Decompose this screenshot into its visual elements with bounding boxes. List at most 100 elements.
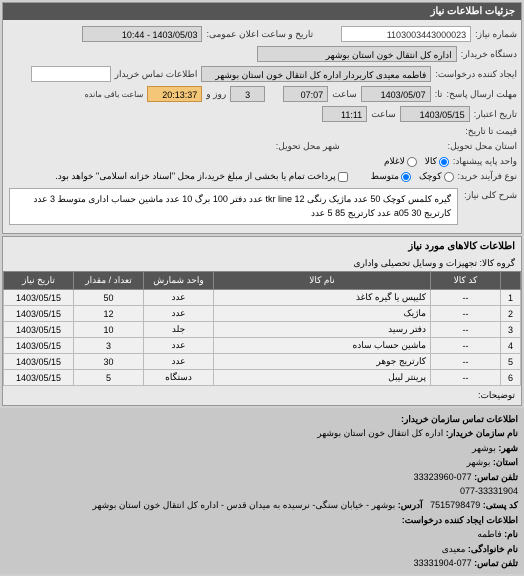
- table-cell: --: [431, 290, 501, 306]
- table-header-row: کد کالا نام کالا واحد شمارش تعداد / مقدا…: [4, 272, 521, 290]
- time-label-2: ساعت: [371, 109, 396, 120]
- doc-small-label: کوچک: [419, 171, 442, 182]
- doc-medium-input[interactable]: [401, 172, 411, 182]
- table-cell: 10: [74, 322, 144, 338]
- table-row: 5--کارتریج جوهرعدد301403/05/15: [4, 354, 521, 370]
- address-value: بوشهر - خیابان سنگی- نرسیده به میدان قدس…: [93, 500, 396, 510]
- table-cell: جلد: [144, 322, 214, 338]
- address-label: آدرس:: [398, 500, 423, 510]
- table-cell: 1403/05/15: [4, 306, 74, 322]
- days-label: روز و: [206, 89, 226, 100]
- unit-type-label: واحد پایه پیشنهاد:: [453, 156, 517, 167]
- table-cell: --: [431, 354, 501, 370]
- req-number-label: شماره نیاز:: [475, 29, 517, 40]
- table-cell: دستگاه: [144, 370, 214, 386]
- col-idx: [501, 272, 521, 290]
- keywords-label: شرح کلی نیاز:: [464, 186, 517, 201]
- col-unit: واحد شمارش: [144, 272, 214, 290]
- table-cell: 2: [501, 306, 521, 322]
- table-cell: 3: [501, 322, 521, 338]
- table-cell: ماژیک: [214, 306, 431, 322]
- req-number-field: 1103003443000023: [341, 26, 471, 42]
- table-row: 2--ماژیکعدد121403/05/15: [4, 306, 521, 322]
- name-value: فاطمه: [477, 529, 501, 539]
- state-value: بوشهر: [467, 457, 491, 467]
- pay-note-label: پرداخت تمام یا بخشی از مبلغ خرید،از محل …: [55, 171, 335, 182]
- goods-panel: اطلاعات کالاهای مورد نیاز گروه کالا: تجه…: [2, 236, 522, 406]
- announce-date-label: تاریخ و ساعت اعلان عمومی:: [206, 29, 313, 40]
- details-panel: جزئیات اطلاعات نیاز شماره نیاز: 11030034…: [2, 2, 522, 234]
- table-cell: 1403/05/15: [4, 338, 74, 354]
- doc-small-input[interactable]: [444, 172, 454, 182]
- contact-label: اطلاعات تماس خریدار: [115, 69, 198, 80]
- pay-note-input[interactable]: [338, 172, 348, 182]
- table-row: 4--ماشین حساب سادهعدد31403/05/15: [4, 338, 521, 354]
- table-cell: 5: [501, 354, 521, 370]
- price-label: قیمت تا تاریخ:: [465, 126, 517, 137]
- table-cell: 1403/05/15: [4, 322, 74, 338]
- org-label: نام سازمان خریدار:: [446, 428, 518, 438]
- table-cell: 1403/05/15: [4, 354, 74, 370]
- until-label: تا:: [435, 89, 443, 100]
- phone3-label: تلفن تماس:: [474, 558, 518, 568]
- creator-field: فاطمه معیدی کاربردار اداره کل انتقال خون…: [201, 66, 431, 82]
- table-cell: کارتریج جوهر: [214, 354, 431, 370]
- goods-group-label: گروه کالا:: [480, 258, 515, 268]
- col-date: تاریخ نیاز: [4, 272, 74, 290]
- time-label-1: ساعت: [332, 89, 357, 100]
- doc-type-label: نوع فرآیند خرید:: [458, 171, 518, 182]
- doc-medium-radio[interactable]: متوسط: [371, 171, 411, 182]
- table-row: 3--دفتر رسیدجلد101403/05/15: [4, 322, 521, 338]
- unit-each-radio[interactable]: لاغلام: [384, 156, 417, 167]
- doc-small-radio[interactable]: کوچک: [419, 171, 454, 182]
- table-cell: --: [431, 338, 501, 354]
- table-cell: 1: [501, 290, 521, 306]
- goods-group-row: گروه کالا: تجهیزات و وسایل تحصیلی واداری: [3, 256, 521, 271]
- unit-all-input[interactable]: [439, 157, 449, 167]
- postal-value: 7515798479: [430, 500, 480, 510]
- validity-label: تاریخ اعتبار:: [474, 109, 517, 120]
- buyer-dept-field: اداره کل انتقال خون استان بوشهر: [257, 46, 457, 62]
- city-value: بوشهر: [472, 443, 496, 453]
- col-name: نام کالا: [214, 272, 431, 290]
- table-cell: --: [431, 306, 501, 322]
- validity-date-field: 1403/05/15: [400, 106, 470, 122]
- city-label: شهر:: [498, 443, 518, 453]
- table-cell: 4: [501, 338, 521, 354]
- phone3-value: 077-33331904: [414, 558, 472, 568]
- table-cell: پرینتر لیبل: [214, 370, 431, 386]
- contact-field[interactable]: [31, 66, 111, 82]
- delivery-city-label: شهر محل تحویل:: [276, 141, 340, 152]
- table-cell: عدد: [144, 290, 214, 306]
- table-row: 6--پرینتر لیبلدستگاه51403/05/15: [4, 370, 521, 386]
- table-cell: 30: [74, 354, 144, 370]
- phone2-value: 077-33331904: [460, 486, 518, 496]
- hours-remain-field: 20:13:37: [147, 86, 202, 102]
- family-label: نام خانوادگی:: [468, 544, 518, 554]
- contact-title: اطلاعات تماس سازمان خریدار:: [401, 414, 518, 424]
- unit-each-label: لاغلام: [384, 156, 405, 167]
- unit-all-radio[interactable]: کالا: [425, 156, 449, 167]
- table-cell: --: [431, 370, 501, 386]
- deadline-time-field: 07:07: [283, 86, 328, 102]
- creator-title: اطلاعات ایجاد کننده درخواست:: [402, 515, 518, 525]
- keywords-box: گیره کلمس کوچک 50 عدد ماژیک رنگی tkr lin…: [9, 188, 458, 225]
- doc-medium-label: متوسط: [371, 171, 399, 182]
- panel-title: جزئیات اطلاعات نیاز: [3, 3, 521, 20]
- table-row: 1--کلیپس یا گیره کاغذعدد501403/05/15: [4, 290, 521, 306]
- unit-radio-group: کالا لاغلام: [384, 156, 449, 167]
- goods-table: کد کالا نام کالا واحد شمارش تعداد / مقدا…: [3, 271, 521, 386]
- pay-note-check[interactable]: پرداخت تمام یا بخشی از مبلغ خرید،از محل …: [55, 171, 347, 182]
- name-label: نام:: [504, 529, 518, 539]
- org-value: اداره کل انتقال خون استان بوشهر: [317, 428, 443, 438]
- deadline-date-field: 1403/05/07: [361, 86, 431, 102]
- table-cell: کلیپس یا گیره کاغذ: [214, 290, 431, 306]
- table-cell: 50: [74, 290, 144, 306]
- table-cell: 5: [74, 370, 144, 386]
- deadline-label: مهلت ارسال پاسخ:: [446, 89, 517, 100]
- table-cell: عدد: [144, 306, 214, 322]
- table-cell: عدد: [144, 338, 214, 354]
- unit-each-input[interactable]: [407, 157, 417, 167]
- remain-label: ساعت باقی مانده: [85, 90, 144, 99]
- table-cell: 1403/05/15: [4, 370, 74, 386]
